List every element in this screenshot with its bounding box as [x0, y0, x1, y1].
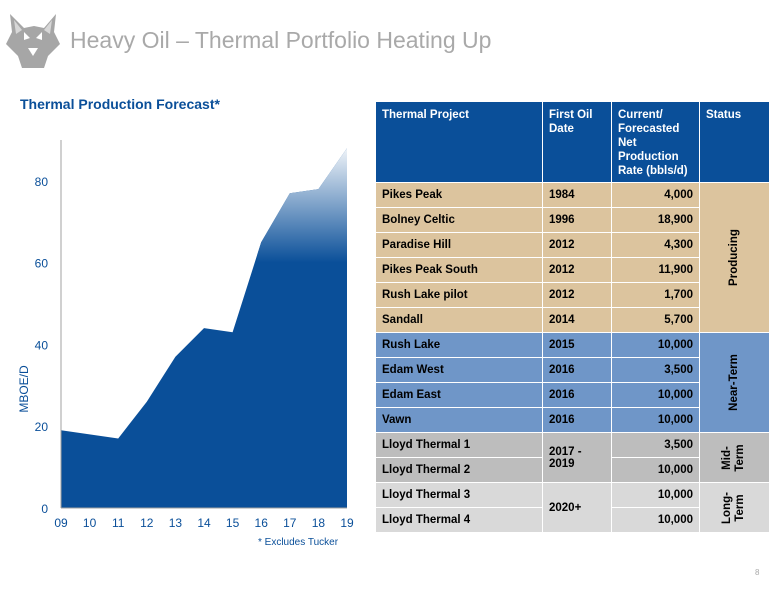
first-oil-date: 2016 — [542, 407, 612, 433]
status-label-producing: Producing — [727, 229, 740, 286]
project-name: Pikes Peak — [375, 182, 543, 208]
husky-dog-head-icon — [6, 14, 60, 68]
production-rate: 10,000 — [611, 482, 700, 508]
x-tick-label: 10 — [83, 516, 97, 530]
first-oil-date: 2012 — [542, 282, 612, 308]
x-tick-label: 09 — [54, 516, 68, 530]
production-rate: 18,900 — [611, 207, 700, 233]
production-rate: 10,000 — [611, 507, 700, 533]
table-row: Pikes Peak South 2012 11,900 — [375, 257, 770, 283]
table-row: Lloyd Thermal 2 10,000 — [375, 457, 770, 483]
first-oil-date: 1996 — [542, 207, 612, 233]
table-row: Lloyd Thermal 3 2020+ 10,000 Long- Term — [375, 482, 770, 533]
production-rate: 1,700 — [611, 282, 700, 308]
col-header-production-rate: Current/ Forecasted Net Production Rate … — [611, 101, 700, 183]
y-tick-label: 0 — [41, 502, 48, 516]
production-rate: 10,000 — [611, 457, 700, 483]
status-cell-mid-term: Mid- Term — [699, 432, 770, 483]
first-oil-date: 2012 — [542, 257, 612, 283]
y-tick-label: 60 — [35, 257, 49, 271]
project-name: Sandall — [375, 307, 543, 333]
x-tick-label: 18 — [312, 516, 326, 530]
x-tick-label: 16 — [255, 516, 269, 530]
production-rate: 10,000 — [611, 332, 700, 358]
status-label-near-term: Near-Term — [727, 354, 740, 411]
x-tick-label: 14 — [197, 516, 211, 530]
first-oil-date: 2017 - 2019 — [542, 432, 612, 483]
project-name: Lloyd Thermal 4 — [375, 507, 543, 533]
x-tick-label: 15 — [226, 516, 240, 530]
status-label-mid-term: Mid- Term — [721, 443, 747, 472]
production-rate: 3,500 — [611, 432, 700, 458]
table-row: Bolney Celtic 1996 18,900 — [375, 207, 770, 233]
table-row: Edam West 2016 3,500 — [375, 357, 770, 383]
chart-footnote: * Excludes Tucker — [258, 537, 339, 548]
y-axis-label: MBOE/D — [17, 365, 31, 413]
y-tick-label: 20 — [35, 420, 49, 434]
first-oil-date: 2016 — [542, 357, 612, 383]
first-oil-date: 1984 — [542, 182, 612, 208]
first-oil-date: 2016 — [542, 382, 612, 408]
project-name: Lloyd Thermal 1 — [375, 432, 543, 458]
production-forecast-chart: 0 20 40 60 80 09 10 11 12 13 14 15 16 17 18 19 MBOE/D — [17, 140, 354, 530]
table-row: Lloyd Thermal 1 2017 - 2019 3,500 Mid- T… — [375, 432, 770, 483]
x-tick-label: 11 — [112, 516, 125, 530]
page-title: Heavy Oil – Thermal Portfolio Heating Up — [70, 27, 492, 53]
project-name: Edam West — [375, 357, 543, 383]
status-label-long-term: Long- Term — [721, 491, 747, 524]
forecast-fade-overlay — [257, 148, 347, 263]
production-rate: 5,700 — [611, 307, 700, 333]
project-name: Bolney Celtic — [375, 207, 543, 233]
table-row: Pikes Peak 1984 4,000 Producing — [375, 182, 770, 333]
production-rate: 10,000 — [611, 382, 700, 408]
project-name: Rush Lake pilot — [375, 282, 543, 308]
production-rate: 11,900 — [611, 257, 700, 283]
project-name: Edam East — [375, 382, 543, 408]
status-cell-near-term: Near-Term — [699, 332, 770, 433]
y-tick-label: 40 — [35, 338, 49, 352]
page-number: 8 — [755, 568, 760, 577]
project-name: Vawn — [375, 407, 543, 433]
production-rate: 4,300 — [611, 232, 700, 258]
table-row: Lloyd Thermal 4 10,000 — [375, 507, 770, 533]
y-tick-label: 80 — [35, 175, 49, 189]
x-tick-label: 19 — [340, 516, 354, 530]
chart-title: Thermal Production Forecast* — [20, 96, 220, 112]
col-header-first-oil-date: First Oil Date — [542, 101, 612, 183]
x-tick-label: 12 — [140, 516, 154, 530]
first-oil-date: 2015 — [542, 332, 612, 358]
project-name: Lloyd Thermal 3 — [375, 482, 543, 508]
status-cell-long-term: Long- Term — [699, 482, 770, 533]
first-oil-date: 2020+ — [542, 482, 612, 533]
first-oil-date: 2014 — [542, 307, 612, 333]
first-oil-date: 2012 — [542, 232, 612, 258]
project-name: Rush Lake — [375, 332, 543, 358]
table-row: Paradise Hill 2012 4,300 — [375, 232, 770, 258]
production-rate: 4,000 — [611, 182, 700, 208]
col-header-project: Thermal Project — [375, 101, 543, 183]
x-tick-label: 17 — [283, 516, 297, 530]
status-cell-producing: Producing — [699, 182, 770, 333]
x-tick-label: 13 — [169, 516, 183, 530]
production-rate: 3,500 — [611, 357, 700, 383]
project-name: Pikes Peak South — [375, 257, 543, 283]
table-row: Rush Lake 2015 10,000 Near-Term — [375, 332, 770, 433]
project-name: Paradise Hill — [375, 232, 543, 258]
production-rate: 10,000 — [611, 407, 700, 433]
thermal-projects-table: Thermal Project First Oil Date Current/ … — [375, 101, 770, 533]
col-header-status: Status — [699, 101, 770, 183]
project-name: Lloyd Thermal 2 — [375, 457, 543, 483]
